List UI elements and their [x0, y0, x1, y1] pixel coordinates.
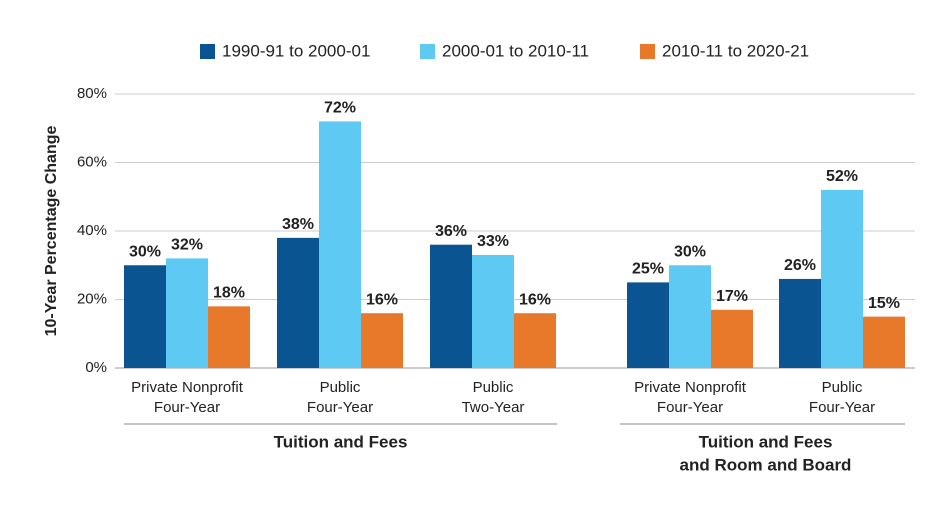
bar: [711, 309, 753, 368]
y-tick-label: 0%: [85, 359, 107, 376]
x-tick-label: Two-Year: [462, 399, 525, 416]
value-label: 16%: [519, 291, 551, 308]
x-tick-label: Public: [320, 379, 361, 396]
legend-label: 2000-01 to 2010-11: [442, 41, 589, 60]
x-tick-label: Four-Year: [657, 399, 723, 416]
bar: [361, 313, 403, 368]
y-tick-label: 60%: [77, 153, 107, 170]
y-tick-label: 80%: [77, 85, 107, 102]
x-tick-label: Four-Year: [154, 399, 220, 416]
bar: [627, 282, 669, 368]
bar: [821, 189, 863, 368]
value-label: 18%: [213, 285, 245, 302]
legend-label: 2010-11 to 2020-21: [662, 41, 809, 60]
bar: [669, 265, 711, 368]
value-label: 25%: [632, 261, 664, 278]
x-tick-label: Four-Year: [307, 399, 373, 416]
value-label: 33%: [477, 233, 509, 250]
x-tick-label: Public: [473, 379, 514, 396]
value-label: 32%: [171, 237, 203, 254]
bar: [166, 258, 208, 368]
group-label: and Room and Board: [680, 455, 852, 474]
bar: [277, 237, 319, 368]
x-tick-label: Public: [822, 379, 863, 396]
value-label: 52%: [826, 168, 858, 185]
legend-swatch: [640, 44, 655, 59]
y-axis-label: 10-Year Percentage Change: [43, 126, 60, 337]
bar: [514, 313, 556, 368]
value-label: 26%: [784, 257, 816, 274]
value-label: 30%: [674, 243, 706, 260]
bar: [208, 306, 250, 368]
y-tick-label: 20%: [77, 290, 107, 307]
legend-label: 1990-91 to 2000-01: [222, 41, 370, 60]
legend-swatch: [200, 44, 215, 59]
bar: [124, 265, 166, 368]
x-tick-label: Four-Year: [809, 399, 875, 416]
value-label: 38%: [282, 216, 314, 233]
value-label: 36%: [435, 223, 467, 240]
x-tick-label: Private Nonprofit: [131, 379, 244, 396]
value-label: 17%: [716, 288, 748, 305]
y-tick-label: 40%: [77, 222, 107, 239]
group-label: Tuition and Fees: [699, 432, 833, 451]
value-label: 15%: [868, 295, 900, 312]
value-label: 72%: [324, 100, 356, 117]
legend-swatch: [420, 44, 435, 59]
group-label: Tuition and Fees: [274, 432, 408, 451]
value-label: 16%: [366, 291, 398, 308]
bar: [430, 244, 472, 368]
value-label: 30%: [129, 243, 161, 260]
bar: [863, 316, 905, 368]
bar: [779, 278, 821, 368]
bar: [472, 254, 514, 368]
bar: [319, 121, 361, 369]
x-tick-label: Private Nonprofit: [634, 379, 747, 396]
